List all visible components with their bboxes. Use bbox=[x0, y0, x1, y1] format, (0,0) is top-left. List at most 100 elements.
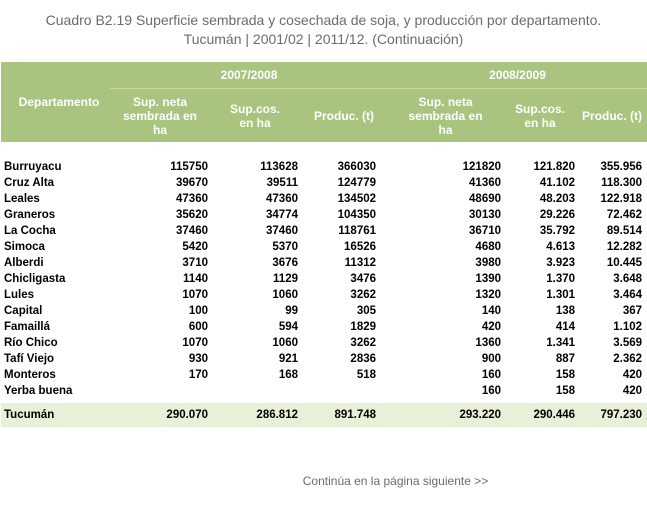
total-value: 293.220 bbox=[388, 403, 504, 427]
cell-value: 36710 bbox=[469, 225, 502, 237]
table-row: Chicligasta 1140 1129 3476 1390 1.370 3.648 bbox=[1, 271, 647, 287]
cell-value: 99 bbox=[285, 305, 298, 317]
header-sup-cos-1: Sup.cos. en ha bbox=[210, 88, 300, 142]
cell-value: 104350 bbox=[337, 209, 377, 221]
cell-value: 138 bbox=[555, 305, 576, 317]
cell-value: 1129 bbox=[273, 273, 298, 285]
department-name: Yerba buena bbox=[4, 385, 73, 397]
cell-value: 930 bbox=[188, 353, 208, 365]
cell-value bbox=[110, 383, 210, 399]
cell-value: 900 bbox=[481, 353, 502, 365]
cell-value: 3980 bbox=[475, 257, 502, 269]
cell-value: 122.918 bbox=[600, 193, 643, 205]
cell-value: 420 bbox=[622, 385, 643, 397]
soy-production-table: Departamento 2007/2008 2008/2009 Sup. ne… bbox=[1, 62, 647, 427]
cell-value: 37460 bbox=[176, 225, 208, 237]
cell-value: 3676 bbox=[272, 257, 298, 269]
cell-value: 2.362 bbox=[613, 353, 643, 365]
cell-value: 3.923 bbox=[546, 257, 576, 269]
total-value: 891.748 bbox=[300, 403, 389, 427]
total-value: 290.446 bbox=[503, 403, 578, 427]
cell-value: 30130 bbox=[469, 209, 502, 221]
cell-value: 11312 bbox=[344, 257, 377, 269]
cell-value: 35620 bbox=[176, 209, 208, 221]
cell-value: 16526 bbox=[344, 241, 377, 253]
cell-value: 160 bbox=[481, 385, 502, 397]
continue-link-text[interactable]: Continúa en la página siguiente >> bbox=[302, 474, 489, 488]
header-sup-cos-2: Sup.cos. en ha bbox=[503, 88, 578, 142]
cell-value: 29.226 bbox=[539, 209, 576, 221]
cell-value: 355.956 bbox=[600, 161, 643, 173]
cell-value: 118.300 bbox=[601, 177, 643, 189]
department-name: Simoca bbox=[4, 241, 45, 253]
cell-value: 305 bbox=[356, 305, 377, 317]
cell-value: 3710 bbox=[182, 257, 208, 269]
department-name: Lules bbox=[4, 289, 35, 301]
cell-value: 1060 bbox=[272, 289, 298, 301]
cell-value: 3476 bbox=[350, 273, 377, 285]
cell-value: 1.102 bbox=[613, 321, 643, 333]
cell-value: 3262 bbox=[350, 337, 377, 349]
cell-value: 367 bbox=[622, 305, 643, 317]
cell-value: 113628 bbox=[260, 161, 298, 173]
department-name: Chicligasta bbox=[4, 273, 66, 285]
cell-value: 2836 bbox=[350, 353, 377, 365]
cell-value: 134502 bbox=[337, 193, 377, 205]
cell-value: 158 bbox=[555, 385, 576, 397]
cell-value: 1.301 bbox=[546, 289, 576, 301]
table-caption: Cuadro B2.19 Superficie sembrada y cosec… bbox=[0, 11, 647, 49]
table-row: Simoca 5420 5370 16526 4680 4.613 12.282 bbox=[1, 239, 647, 255]
table-row: La Cocha 37460 37460 118761 36710 35.792 89.51… bbox=[1, 223, 647, 239]
cell-value: 35.792 bbox=[539, 225, 576, 237]
cell-value: 1070 bbox=[182, 289, 208, 301]
department-name: Burruyacu bbox=[4, 161, 62, 173]
department-name: Leales bbox=[4, 193, 40, 205]
cell-value: 48690 bbox=[469, 193, 502, 205]
cell-value: 3262 bbox=[350, 289, 377, 301]
cell-value: 1060 bbox=[272, 337, 298, 349]
total-row: Tucumán 290.070 286.812 891.748 293.220 290.4… bbox=[1, 403, 647, 427]
cell-value: 160 bbox=[481, 369, 502, 381]
table-row: Lules 1070 1060 3262 1320 1.301 3.464 bbox=[1, 287, 647, 303]
department-name: Alberdi bbox=[4, 257, 44, 269]
table-row: Famaillá 600 594 1829 420 414 1.102 bbox=[1, 319, 647, 335]
cell-value: 366030 bbox=[337, 161, 377, 173]
continue-link[interactable]: Continúa en la página siguiente >> bbox=[0, 474, 647, 488]
department-name: Capital bbox=[4, 305, 43, 317]
cell-value: 121820 bbox=[462, 161, 502, 173]
cell-value: 3.569 bbox=[613, 337, 643, 349]
cell-value: 414 bbox=[555, 321, 576, 333]
cell-value: 1360 bbox=[475, 337, 502, 349]
department-name: Cruz Alta bbox=[4, 177, 55, 189]
cell-value: 10.445 bbox=[606, 257, 643, 269]
cell-value: 4680 bbox=[475, 241, 502, 253]
cell-value: 3.464 bbox=[613, 289, 643, 301]
cell-value: 168 bbox=[278, 369, 298, 381]
total-value: 797.230 bbox=[577, 403, 647, 427]
department-name: Tafí Viejo bbox=[4, 353, 55, 365]
cell-value: 12.282 bbox=[606, 241, 643, 253]
cell-value: 41.102 bbox=[539, 177, 576, 189]
cell-value: 921 bbox=[278, 353, 298, 365]
cell-value: 121.820 bbox=[533, 161, 576, 173]
cell-value bbox=[210, 383, 300, 399]
table-row: Río Chico 1070 1060 3262 1360 1.341 3.569 bbox=[1, 335, 647, 351]
cell-value: 118761 bbox=[338, 225, 377, 237]
cell-value: 4.613 bbox=[546, 241, 576, 253]
cell-value: 37460 bbox=[266, 225, 298, 237]
table-row: Burruyacu 115750 113628 366030 121820 121.820… bbox=[1, 159, 647, 175]
cell-value: 47360 bbox=[176, 193, 208, 205]
table-row: Monteros 170 168 518 160 158 420 bbox=[1, 367, 647, 383]
total-value: 286.812 bbox=[210, 403, 300, 427]
cell-value: 1140 bbox=[183, 273, 208, 285]
caption-line-1: Cuadro B2.19 Superficie sembrada y cosec… bbox=[45, 12, 602, 28]
department-name: Famaillá bbox=[4, 321, 51, 333]
table-row: Alberdi 3710 3676 11312 3980 3.923 10.445 bbox=[1, 255, 647, 271]
cell-value: 1.341 bbox=[546, 337, 576, 349]
header-sup-neta-2: Sup. neta sembrada en ha bbox=[388, 88, 504, 142]
total-value: 290.070 bbox=[110, 403, 210, 427]
cell-value: 124779 bbox=[337, 177, 377, 189]
cell-value: 887 bbox=[555, 353, 576, 365]
cell-value: 39670 bbox=[176, 177, 208, 189]
cell-value: 72.462 bbox=[606, 209, 643, 221]
